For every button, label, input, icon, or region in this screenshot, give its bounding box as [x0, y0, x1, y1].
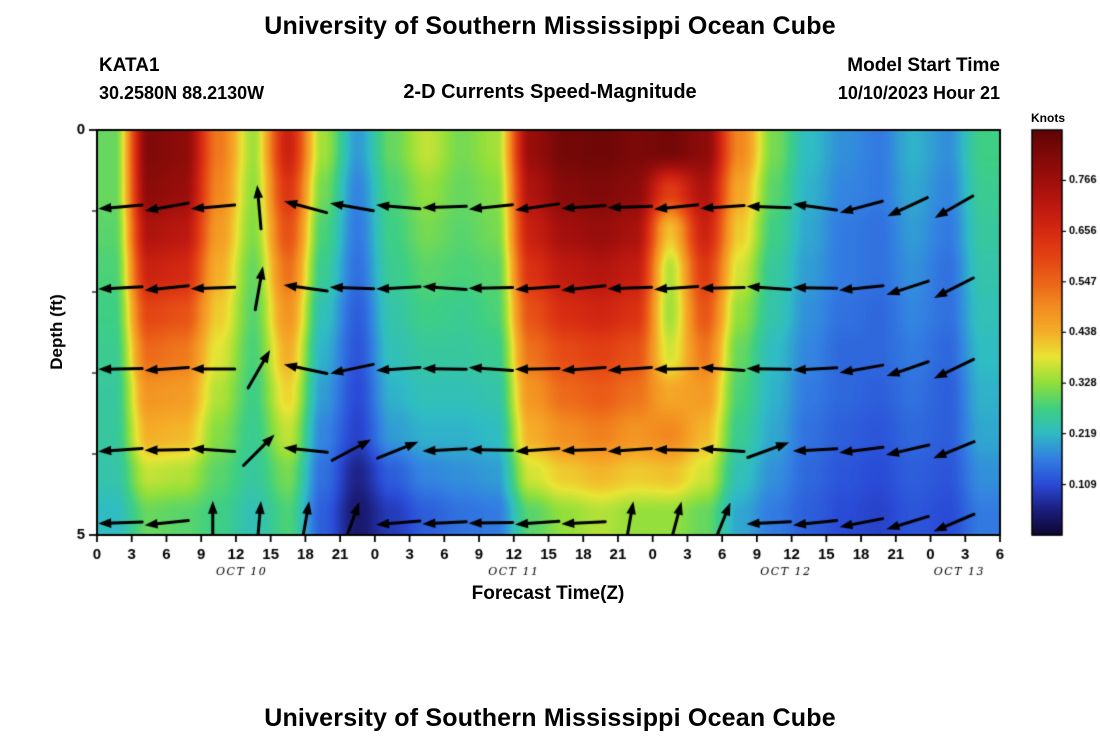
model-start-label: Model Start Time: [847, 55, 1000, 76]
y-axis-title: Depth (ft): [47, 294, 66, 370]
station-coordinates: 30.2580N 88.2130W: [99, 83, 265, 103]
model-start-value: 10/10/2023 Hour 21: [837, 83, 1000, 103]
colorbar-title: Knots: [1031, 111, 1065, 125]
station-id: KATA1: [99, 55, 160, 76]
chart-subtitle: 2-D Currents Speed-Magnitude: [403, 81, 697, 103]
x-axis-title: Forecast Time(Z): [471, 583, 625, 604]
page-title: University of Southern Mississippi Ocean…: [264, 12, 836, 40]
second-page-title: University of Southern Mississippi Ocean…: [264, 704, 836, 732]
